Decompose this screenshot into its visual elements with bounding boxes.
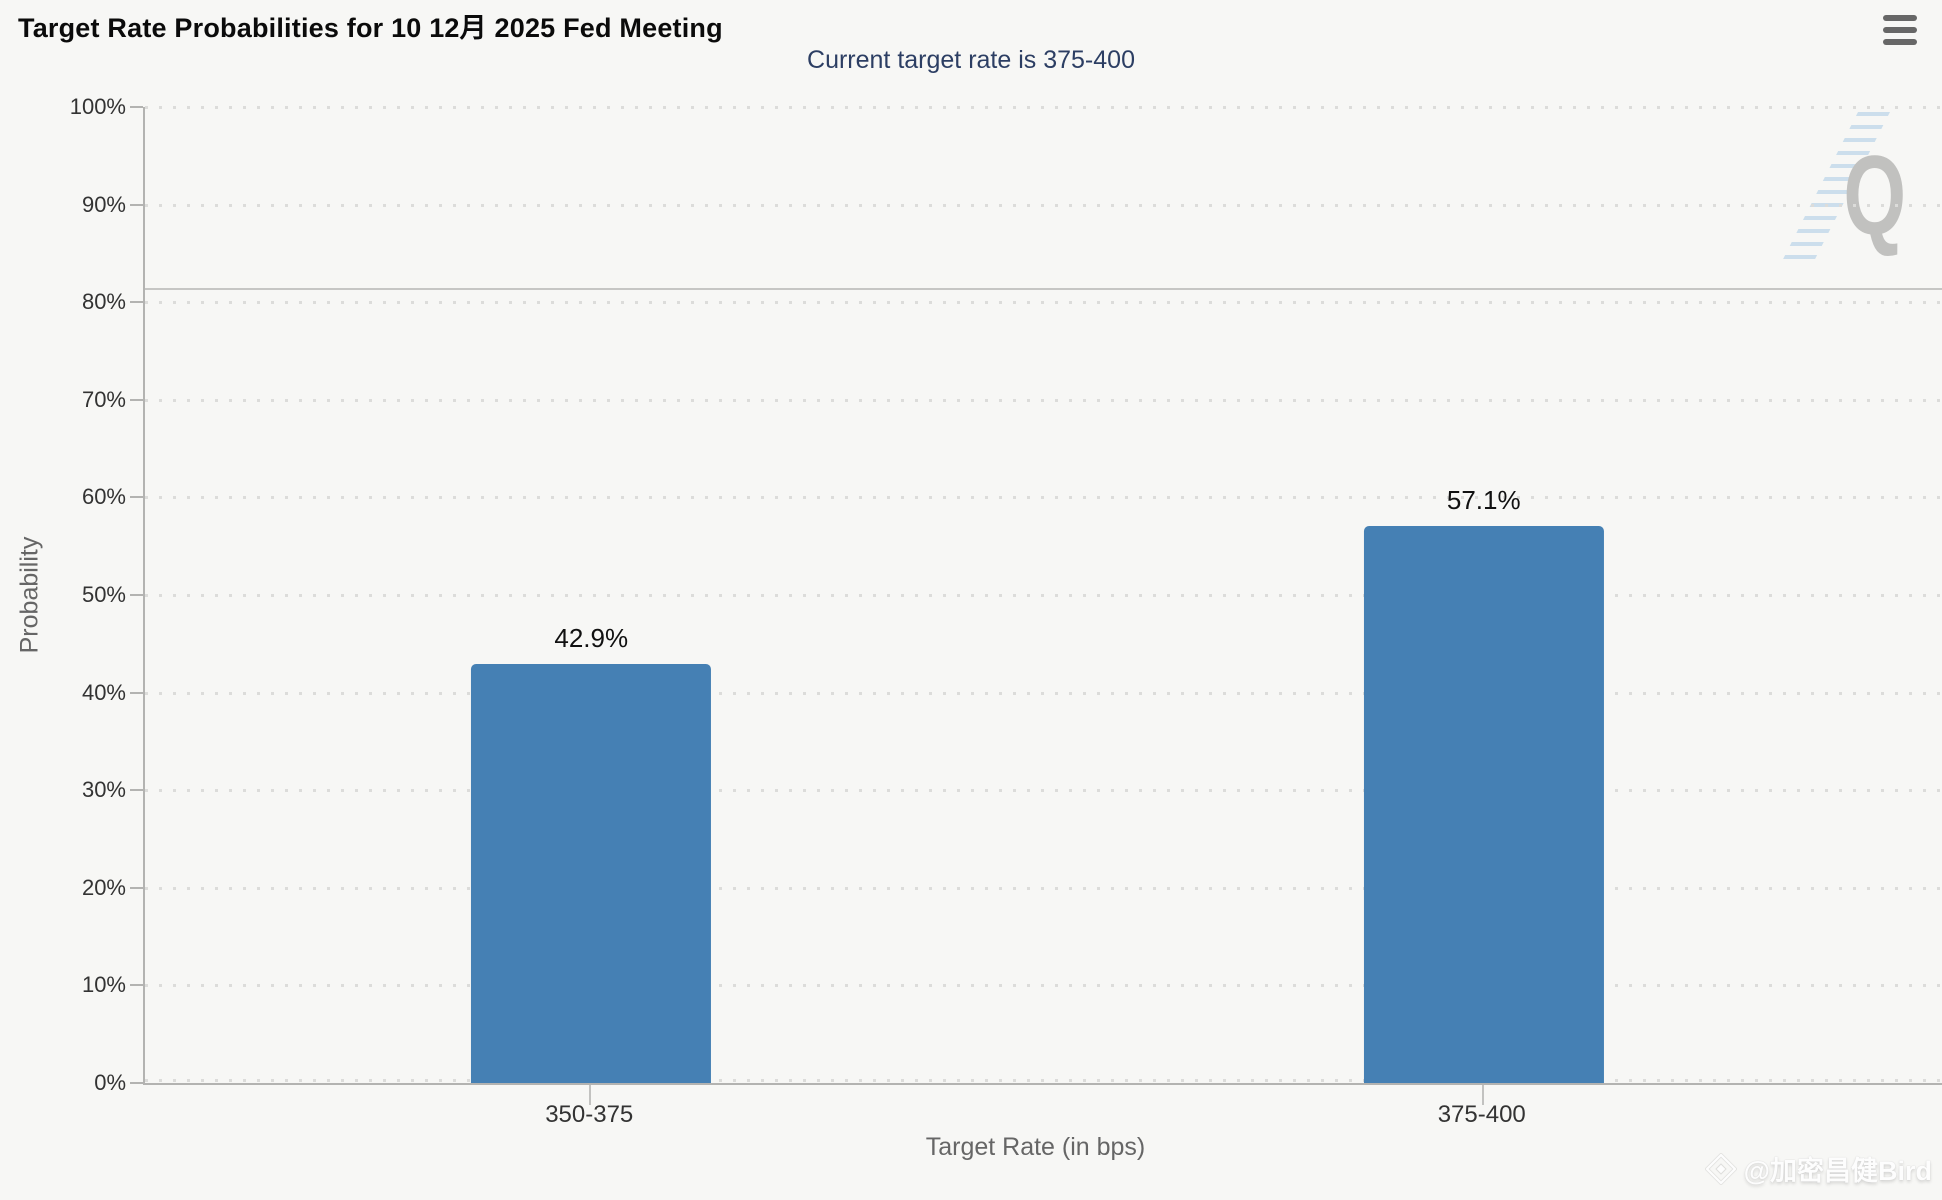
x-axis-label: 375-400 bbox=[1437, 1101, 1526, 1128]
y-axis-tick bbox=[130, 594, 143, 596]
y-gridline bbox=[145, 301, 1942, 305]
logo-q-watermark: Q bbox=[1843, 133, 1906, 258]
y-axis-label: 90% bbox=[81, 191, 126, 217]
plot-area: 42.9% 57.1% bbox=[143, 106, 1942, 1083]
y-axis-label: 40% bbox=[81, 679, 126, 705]
y-axis-label: 10% bbox=[81, 972, 126, 998]
author-watermark-text: @加密昌健Bird bbox=[1743, 1156, 1932, 1186]
diamond-logo-icon bbox=[1704, 1152, 1737, 1185]
bar-375-400[interactable] bbox=[1363, 525, 1604, 1083]
y-gridline bbox=[145, 106, 1942, 109]
y-axis-tick bbox=[130, 106, 143, 108]
y-axis-tick bbox=[130, 886, 143, 889]
bar-slot: 57.1% bbox=[1038, 107, 1931, 1083]
chart-subtitle: Current target rate is 375-400 bbox=[807, 46, 1135, 74]
hamburger-menu-icon bbox=[1883, 39, 1917, 45]
y-gridline bbox=[145, 398, 1942, 402]
x-axis-line bbox=[143, 1083, 1942, 1085]
chart-title: Target Rate Probabilities for 10 12月 202… bbox=[18, 13, 723, 43]
y-axis-label: 80% bbox=[81, 289, 126, 315]
y-axis-tick bbox=[130, 984, 143, 987]
y-axis-label: 60% bbox=[81, 484, 126, 510]
x-axis-tick bbox=[1481, 1085, 1484, 1105]
y-axis-tick bbox=[130, 1082, 143, 1084]
x-axis-tick bbox=[589, 1085, 592, 1105]
y-axis-label: 70% bbox=[81, 386, 126, 412]
y-axis-tick bbox=[130, 691, 143, 694]
y-axis-label: 30% bbox=[81, 777, 126, 803]
y-axis-tick bbox=[130, 496, 143, 499]
x-axis-title: Target Rate (in bps) bbox=[925, 1133, 1146, 1161]
y-gridline bbox=[145, 789, 1942, 793]
reference-line bbox=[145, 287, 1942, 290]
y-axis: 0% 10% 20% 30% 40% 50% 60% 70% 80% 90% 100% bbox=[0, 94, 143, 1095]
y-axis-tick bbox=[130, 203, 143, 206]
chart-context-menu-button[interactable] bbox=[1883, 15, 1917, 45]
x-axis: 350-375 375-400 bbox=[143, 1083, 1928, 1143]
y-axis-label: 100% bbox=[69, 94, 126, 119]
bar-slot: 42.9% bbox=[145, 107, 1038, 1083]
y-axis-tick bbox=[130, 789, 143, 792]
y-axis-tick bbox=[130, 301, 143, 304]
y-axis-label: 0% bbox=[94, 1070, 126, 1095]
y-gridline bbox=[145, 886, 1942, 890]
y-gridline bbox=[145, 594, 1942, 597]
x-axis-label: 350-375 bbox=[545, 1101, 634, 1128]
y-axis-label: 50% bbox=[81, 582, 126, 607]
y-gridline bbox=[145, 496, 1942, 500]
y-axis-label: 20% bbox=[81, 874, 126, 900]
bar-value-label: 42.9% bbox=[554, 623, 629, 654]
y-gridline bbox=[145, 984, 1942, 988]
y-gridline bbox=[145, 1079, 1942, 1082]
hamburger-menu-icon bbox=[1883, 15, 1917, 21]
hamburger-menu-icon bbox=[1883, 27, 1917, 33]
bar-value-label: 57.1% bbox=[1446, 484, 1521, 515]
bar-350-375[interactable] bbox=[471, 664, 712, 1083]
y-gridline bbox=[145, 691, 1942, 695]
y-gridline bbox=[145, 203, 1942, 207]
y-axis-tick bbox=[130, 398, 143, 401]
author-watermark: @加密昌健Bird bbox=[1704, 1149, 1932, 1188]
